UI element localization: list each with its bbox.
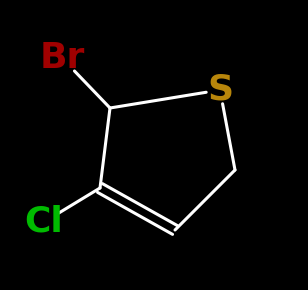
- Text: Cl: Cl: [25, 205, 63, 239]
- Text: Br: Br: [39, 41, 85, 75]
- Text: S: S: [207, 73, 233, 107]
